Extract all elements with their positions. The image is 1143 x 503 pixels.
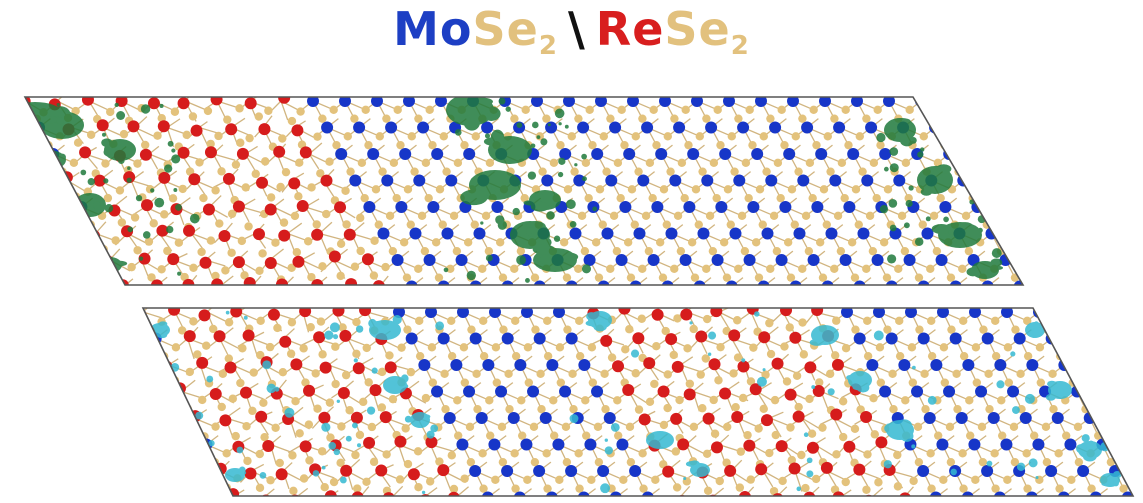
- top-supercell-panel: [23, 96, 1025, 286]
- panel-top-atoms: [25, 97, 1023, 285]
- title-se-left: Se2: [472, 2, 558, 59]
- title-se-right-subscript: 2: [730, 31, 750, 61]
- title-separator: \: [567, 2, 586, 56]
- title-se-right-symbol: Se: [664, 2, 731, 56]
- title-se-right: Se2: [664, 2, 749, 59]
- title-se-left-symbol: Se: [472, 2, 539, 56]
- title-mo: Mo: [393, 2, 473, 56]
- bottom-supercell-panel: [141, 307, 1135, 497]
- title-re: Re: [595, 2, 665, 56]
- panel-bot-atoms: [143, 308, 1133, 496]
- figure-title: MoSe2 \ ReSe2: [0, 6, 1143, 59]
- title-se-left-subscript: 2: [538, 31, 558, 61]
